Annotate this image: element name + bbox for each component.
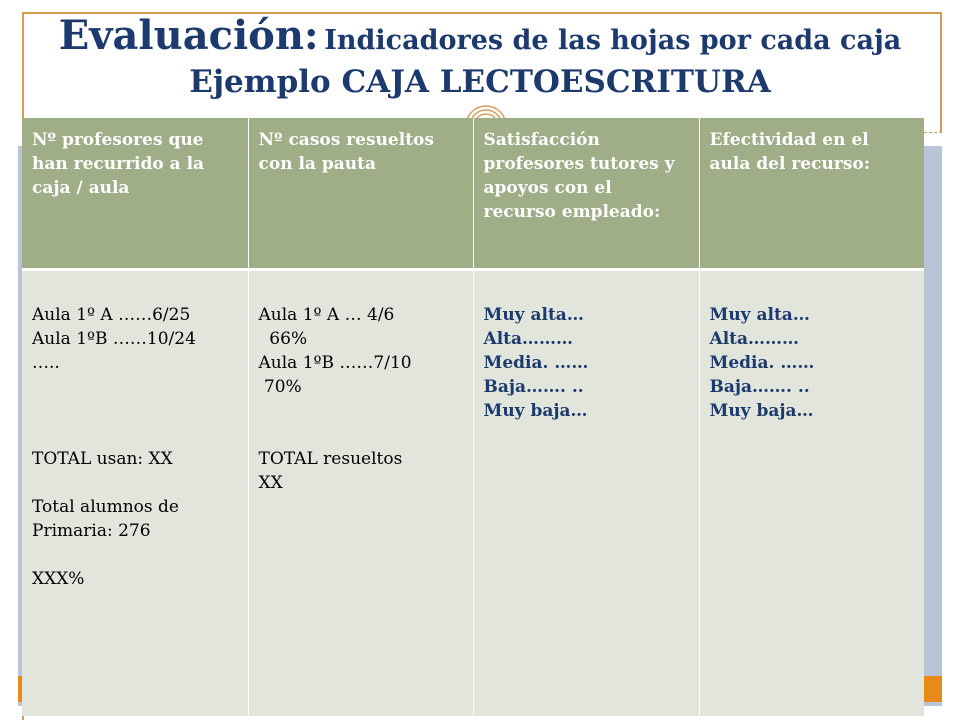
table-header-row: Nº profesores que han recurrido a la caj… [22, 118, 924, 271]
page-title: Evaluación: Indicadores de las hojas por… [0, 12, 960, 59]
spacer [32, 423, 238, 447]
rating-medium: Media. …… [483, 353, 589, 373]
cell-line: XXX% [32, 569, 85, 589]
header-teachers: Nº profesores que han recurrido a la caj… [22, 118, 249, 271]
spacer [259, 399, 463, 423]
cell-line: 66% [258, 329, 308, 349]
page-subtitle: Ejemplo CAJA LECTOESCRITURA [189, 64, 771, 100]
cell-line: Primaria: 276 [32, 521, 151, 541]
cell-line: TOTAL resueltos [258, 449, 403, 469]
cell-effectiveness: Muy alta… Alta……… Media. …… Baja……. .. M… [699, 269, 924, 716]
rating-very-low: Muy baja… [709, 401, 814, 421]
cell-line: 70% [258, 377, 302, 397]
rating-very-high: Muy alta… [483, 305, 584, 325]
cell-line: Total alumnos de [32, 497, 179, 517]
cell-line: Aula 1º A … 4/6 [258, 305, 395, 325]
cell-satisfaction: Muy alta… Alta……… Media. …… Baja……. .. M… [473, 269, 700, 716]
spacer [32, 543, 238, 567]
cell-line: TOTAL usan: XX [32, 449, 173, 469]
header-satisfaction: Satisfacción profesores tutores y apoyos… [473, 118, 700, 271]
spacer [259, 423, 463, 447]
cell-line: Aula 1ºB ……7/10 [258, 353, 412, 373]
spacer [32, 399, 238, 423]
rating-low: Baja……. .. [709, 377, 810, 397]
evaluation-table: Nº profesores que han recurrido a la caj… [22, 118, 924, 716]
rating-very-high: Muy alta… [709, 305, 810, 325]
frame-right-line [940, 12, 942, 132]
rating-very-low: Muy baja… [483, 401, 588, 421]
header-effectiveness: Efectividad en el aula del recurso: [699, 118, 924, 271]
rating-medium: Media. …… [709, 353, 815, 373]
cell-line: Aula 1º A ……6/25 [32, 305, 191, 325]
rating-high: Alta……… [709, 329, 800, 349]
cell-line: XX [258, 473, 283, 493]
title-main: Evaluación: [58, 12, 319, 59]
cell-line: Aula 1ºB ……10/24 [32, 329, 196, 349]
title-subtitle: Indicadores de las hojas por cada caja [324, 25, 902, 56]
cell-cases: Aula 1º A … 4/6 66% Aula 1ºB ……7/10 70% … [248, 269, 474, 716]
spacer [32, 471, 238, 495]
header-cases: Nº casos resueltos con la pauta [248, 118, 474, 271]
frame-top-line [22, 12, 942, 14]
cell-line: ….. [32, 353, 60, 373]
rating-high: Alta……… [483, 329, 574, 349]
table-row: Aula 1º A ……6/25 Aula 1ºB ……10/24 ….. TO… [22, 269, 924, 716]
spacer [32, 375, 238, 399]
cell-teachers: Aula 1º A ……6/25 Aula 1ºB ……10/24 ….. TO… [22, 269, 249, 716]
rating-low: Baja……. .. [483, 377, 584, 397]
